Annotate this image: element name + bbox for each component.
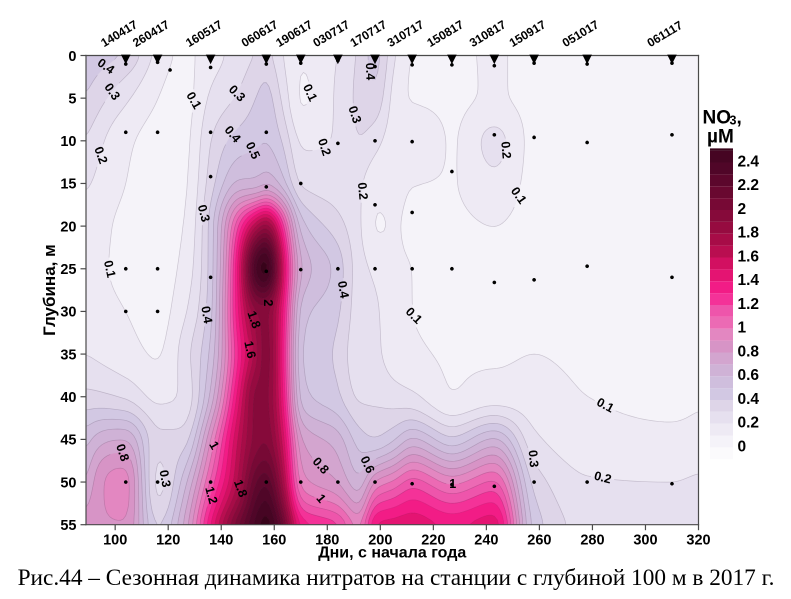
svg-text:Рис.44 – Сезонная динамика нит: Рис.44 – Сезонная динамика нитратов на с… bbox=[18, 565, 775, 591]
svg-text:120: 120 bbox=[156, 533, 180, 549]
svg-text:NO: NO bbox=[703, 108, 732, 129]
svg-text:0.1: 0.1 bbox=[300, 82, 320, 104]
svg-text:0.1: 0.1 bbox=[101, 259, 118, 279]
svg-text:0: 0 bbox=[68, 49, 76, 65]
svg-text:0.3: 0.3 bbox=[526, 449, 541, 468]
svg-text:15: 15 bbox=[60, 177, 76, 193]
svg-text:1.2: 1.2 bbox=[738, 296, 760, 313]
svg-text:240: 240 bbox=[474, 533, 498, 549]
svg-text:30: 30 bbox=[60, 305, 76, 321]
svg-text:0.2: 0.2 bbox=[355, 182, 370, 201]
svg-text:200: 200 bbox=[368, 533, 392, 549]
svg-text:,: , bbox=[737, 108, 742, 129]
svg-text:Дни, с начала года: Дни, с начала года bbox=[318, 545, 466, 562]
svg-text:260: 260 bbox=[527, 533, 551, 549]
svg-text:0.3: 0.3 bbox=[345, 104, 364, 125]
svg-text:0.3: 0.3 bbox=[157, 469, 174, 489]
svg-text:0.4: 0.4 bbox=[198, 305, 215, 325]
svg-text:140: 140 bbox=[209, 533, 233, 549]
svg-text:2.4: 2.4 bbox=[738, 153, 760, 170]
svg-text:0.6: 0.6 bbox=[738, 367, 760, 384]
svg-text:1: 1 bbox=[738, 320, 747, 337]
svg-text:µM: µM bbox=[707, 127, 734, 148]
svg-text:0.2: 0.2 bbox=[593, 469, 613, 487]
svg-text:0.2: 0.2 bbox=[91, 145, 110, 166]
svg-text:0.2: 0.2 bbox=[315, 137, 334, 158]
svg-text:25: 25 bbox=[60, 262, 76, 278]
svg-text:180: 180 bbox=[315, 533, 339, 549]
svg-text:5: 5 bbox=[68, 91, 76, 107]
svg-text:1.2: 1.2 bbox=[202, 485, 220, 505]
svg-text:0.4: 0.4 bbox=[335, 280, 352, 300]
svg-text:1.4: 1.4 bbox=[738, 272, 760, 289]
svg-text:3: 3 bbox=[730, 114, 737, 128]
svg-text:10: 10 bbox=[60, 134, 76, 150]
svg-text:2: 2 bbox=[261, 299, 275, 306]
svg-text:55: 55 bbox=[60, 518, 76, 534]
svg-text:0.8: 0.8 bbox=[113, 442, 132, 463]
svg-text:0.8: 0.8 bbox=[738, 343, 760, 360]
svg-text:40: 40 bbox=[60, 390, 76, 406]
svg-text:1.8: 1.8 bbox=[244, 309, 263, 330]
svg-text:1.8: 1.8 bbox=[231, 478, 250, 499]
svg-text:1.6: 1.6 bbox=[241, 340, 258, 360]
svg-text:220: 220 bbox=[421, 533, 445, 549]
svg-text:0.3: 0.3 bbox=[195, 203, 213, 223]
svg-text:35: 35 bbox=[60, 347, 76, 363]
svg-text:100: 100 bbox=[103, 533, 127, 549]
svg-text:0.2: 0.2 bbox=[738, 415, 760, 432]
svg-text:Глубина, м: Глубина, м bbox=[40, 244, 59, 336]
svg-text:0.5: 0.5 bbox=[243, 140, 263, 162]
svg-text:300: 300 bbox=[633, 533, 657, 549]
svg-text:1.8: 1.8 bbox=[738, 225, 760, 242]
svg-text:1.6: 1.6 bbox=[738, 248, 760, 265]
svg-text:20: 20 bbox=[60, 219, 76, 235]
svg-text:0.4: 0.4 bbox=[738, 391, 760, 408]
svg-text:0: 0 bbox=[738, 438, 747, 455]
svg-text:0.6: 0.6 bbox=[357, 454, 377, 476]
svg-text:280: 280 bbox=[580, 533, 604, 549]
svg-text:2: 2 bbox=[738, 201, 747, 218]
svg-text:160: 160 bbox=[262, 533, 286, 549]
svg-text:2.2: 2.2 bbox=[738, 177, 760, 194]
svg-text:45: 45 bbox=[60, 433, 76, 449]
svg-text:320: 320 bbox=[686, 533, 710, 549]
svg-text:50: 50 bbox=[60, 475, 76, 491]
svg-text:0.2: 0.2 bbox=[498, 141, 513, 160]
